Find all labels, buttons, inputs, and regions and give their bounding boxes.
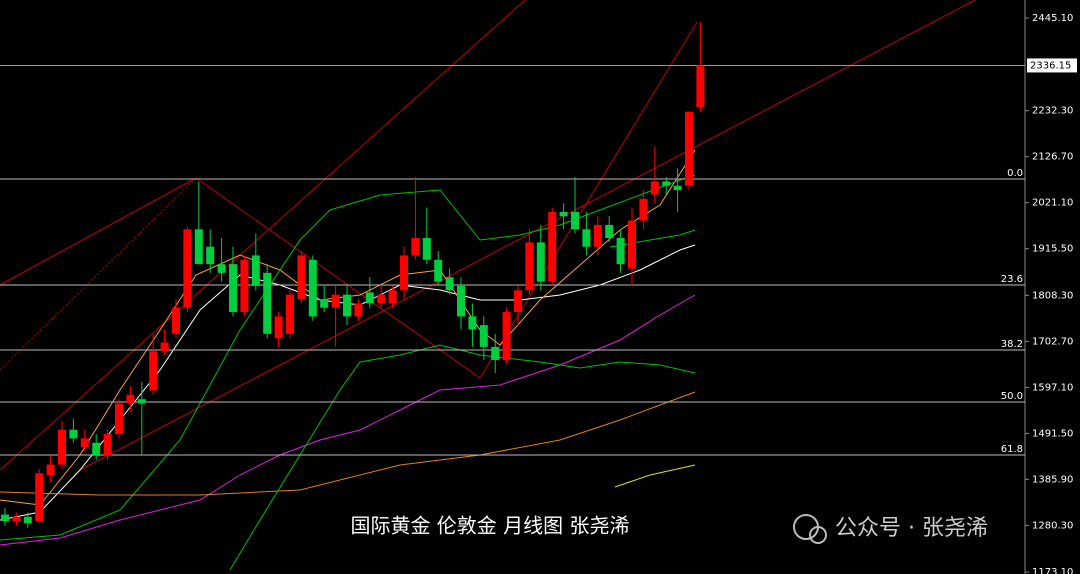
candle-body	[662, 181, 671, 186]
candle-body	[286, 294, 294, 334]
moving-average	[0, 149, 696, 506]
y-tick-label: 1808.30	[1032, 290, 1073, 301]
candle-body	[536, 242, 545, 282]
candle-body	[331, 294, 340, 308]
trend-line	[79, 0, 976, 471]
moving-average	[0, 174, 696, 541]
level-label: 0.0	[1007, 168, 1023, 179]
candle-body	[149, 351, 158, 391]
trend-line	[195, 177, 481, 379]
candle-body	[251, 255, 260, 286]
candle-body	[365, 292, 374, 304]
trend-line	[0, 177, 197, 371]
candle-body	[377, 294, 386, 304]
trend-line	[0, 177, 197, 286]
y-tick-label: 1915.50	[1032, 244, 1073, 255]
candle-body	[685, 111, 693, 186]
candle-body	[593, 224, 602, 247]
candle-body	[274, 316, 283, 339]
y-tick-label: 2232.30	[1032, 106, 1073, 117]
candle-body	[354, 303, 363, 317]
level-label: 23.6	[1001, 274, 1023, 285]
watermark-icon	[809, 526, 827, 544]
y-tick-label: 1597.10	[1032, 382, 1073, 393]
y-tick-label: 2445.10	[1032, 13, 1073, 24]
candle-body	[514, 290, 522, 313]
candle-body	[559, 211, 568, 217]
candle-body	[434, 259, 443, 282]
candle-body	[308, 259, 317, 317]
level-label: 50.0	[1001, 391, 1023, 402]
candle-body	[80, 438, 89, 448]
candle-body	[457, 285, 465, 317]
level-label: 61.8	[1001, 444, 1023, 455]
trend-line	[479, 21, 698, 379]
candle-body	[605, 224, 614, 239]
level-label: 38.2	[1001, 339, 1023, 350]
candle-body	[229, 264, 237, 313]
candle-body	[35, 473, 44, 522]
candle-body	[468, 316, 477, 330]
candle-body	[69, 429, 78, 439]
candle-body	[411, 238, 420, 256]
candle-body	[206, 246, 215, 265]
candle-body	[126, 394, 135, 404]
candle-body	[1, 514, 9, 522]
current-price-box	[1027, 58, 1077, 73]
candle-body	[422, 238, 431, 260]
candle-body	[571, 211, 579, 230]
candle-body	[696, 65, 705, 108]
candle-body	[582, 229, 591, 247]
candle-body	[388, 290, 397, 304]
candle-body	[343, 294, 351, 317]
watermark: 公众号 · 张尧浠	[835, 516, 988, 541]
moving-average	[0, 391, 696, 496]
candle-body	[263, 272, 272, 334]
y-tick-label: 1491.50	[1032, 428, 1073, 439]
candle-body	[639, 198, 648, 221]
candle-body	[297, 255, 306, 300]
candle-body	[92, 442, 101, 456]
candle-body	[58, 429, 66, 465]
candle-body	[23, 516, 32, 524]
moving-average	[614, 464, 696, 488]
candle-body	[548, 211, 557, 282]
y-tick-label: 1173.10	[1032, 567, 1073, 574]
y-tick-label: 2021.10	[1032, 198, 1073, 209]
moving-average	[0, 294, 696, 546]
current-price-label: 2336.15	[1030, 60, 1071, 71]
y-tick-label: 1702.70	[1032, 336, 1073, 347]
trend-line	[0, 0, 526, 471]
y-tick-label: 1385.90	[1032, 474, 1073, 485]
candle-body	[194, 229, 203, 265]
candle-body	[160, 342, 169, 352]
candle-body	[673, 185, 682, 191]
candle-body	[491, 346, 500, 360]
candle-body	[137, 399, 146, 404]
candle-body	[502, 312, 511, 360]
y-tick-label: 1280.30	[1032, 520, 1073, 531]
candle-body	[445, 277, 454, 291]
candle-body	[479, 325, 488, 347]
candle-body	[650, 181, 659, 195]
candle-body	[616, 238, 625, 265]
candle-body	[103, 434, 112, 456]
candle-body	[12, 516, 21, 522]
caption: 国际黄金 伦敦金 月线图 张尧浠	[350, 514, 629, 538]
y-tick-label: 2126.70	[1032, 152, 1073, 163]
candle-body	[183, 229, 192, 308]
candle-body	[46, 464, 55, 476]
candle-body	[115, 403, 123, 435]
watermark-group: 公众号 · 张尧浠	[793, 514, 988, 544]
candle-body	[217, 264, 226, 273]
candle-body	[240, 259, 249, 313]
candle-body	[400, 255, 408, 291]
candle-body	[628, 220, 636, 269]
candle-body	[320, 299, 329, 308]
candle-body	[172, 307, 180, 334]
candle-body	[525, 242, 534, 291]
